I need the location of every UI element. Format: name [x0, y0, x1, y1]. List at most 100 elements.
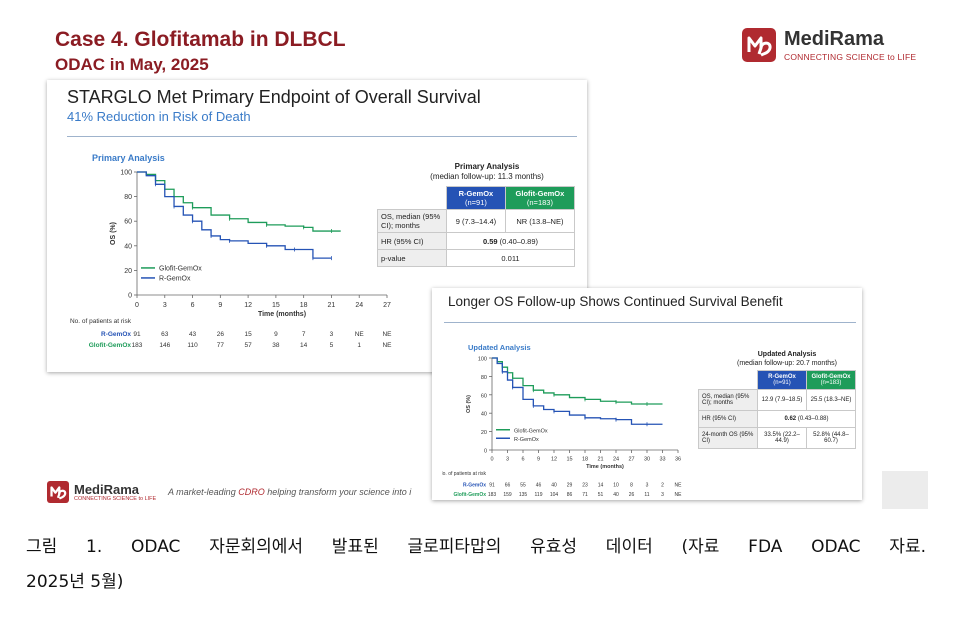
- x-tick-label: 24: [613, 457, 619, 463]
- x-tick-label: 30: [644, 457, 650, 463]
- risk-count: NE: [675, 492, 683, 498]
- risk-count: NE: [355, 331, 365, 338]
- x-tick-label: 15: [566, 457, 572, 463]
- x-tick-label: 3: [163, 302, 167, 309]
- risk-count: 146: [159, 342, 170, 349]
- table2-subtitle: (median follow-up: 20.7 months): [737, 360, 837, 367]
- x-tick-label: 0: [490, 457, 493, 463]
- risk-count: NE: [382, 331, 392, 338]
- row-24m-os-label: 24-month OS (95% CI): [698, 427, 758, 449]
- y-tick-label: 80: [481, 375, 487, 381]
- risk-count: 57: [244, 342, 252, 349]
- y-axis-label: OS (%): [110, 222, 117, 245]
- legend-label: R-GemOx: [159, 275, 191, 282]
- table2-title: Updated Analysis: [757, 351, 817, 358]
- row-os-median-rgemox: 9 (7.3–14.4): [446, 209, 506, 233]
- row-hr-value: 0.59 (0.40–0.89): [446, 232, 575, 250]
- y-tick-label: 100: [120, 170, 132, 177]
- y-tick-label: 100: [478, 357, 487, 363]
- case-subtitle: ODAC in May, 2025: [55, 55, 209, 74]
- slide1-subtitle: 41% Reduction in Risk of Death: [67, 109, 251, 124]
- y-tick-label: 20: [124, 268, 132, 275]
- risk-count: 15: [244, 331, 252, 338]
- risk-count: 23: [582, 483, 588, 489]
- y-axis-label: OS (%): [466, 395, 472, 413]
- risk-table-header: No. of patients at risk: [442, 471, 486, 477]
- risk-count: 91: [489, 483, 495, 489]
- row-24m-os-glofit: 52.8% (44.8–60.7): [806, 427, 856, 449]
- row-os-median-glofit: 25.5 (18.3–NE): [806, 389, 856, 411]
- risk-count: 3: [330, 331, 334, 338]
- updated-results-table: R-GemOx (n=91) Glofit-GemOx (n=183) OS, me…: [698, 370, 856, 449]
- risk-count: 10: [613, 483, 619, 489]
- divider: [67, 136, 577, 137]
- y-tick-label: 60: [481, 393, 487, 399]
- row-os-median-label: OS, median (95% CI); months: [698, 389, 758, 411]
- x-tick-label: 6: [521, 457, 524, 463]
- logo-tagline: CONNECTING SCIENCE to LIFE: [784, 51, 917, 62]
- x-tick-label: 21: [597, 457, 603, 463]
- risk-count: 38: [272, 342, 280, 349]
- x-tick-label: 12: [244, 302, 252, 309]
- medirama-logo-icon: [47, 481, 69, 503]
- series-line-r-gemox: [492, 357, 663, 425]
- figure-caption-line1: 그림 1. ODAC 자문회의에서 발표된 글로피타맙의 유효성 데이터 (자료…: [26, 537, 926, 557]
- footer-logo-name: MediRama: [74, 481, 140, 497]
- slide-area: Case 4. Glofitamab in DLBCL ODAC in May,…: [47, 27, 928, 509]
- risk-row-label: Glofit-GemOx: [453, 492, 486, 498]
- risk-count: 66: [505, 483, 511, 489]
- risk-count: 77: [217, 342, 225, 349]
- x-tick-label: 24: [355, 302, 363, 309]
- y-tick-label: 80: [124, 194, 132, 201]
- divider: [444, 322, 856, 323]
- slide1-title: STARGLO Met Primary Endpoint of Overall …: [67, 87, 481, 107]
- primary-results-table: R-GemOx (n=91) Glofit-GemOx (n=183) OS, me…: [377, 186, 576, 267]
- risk-count: NE: [382, 342, 392, 349]
- col-glofit: Glofit-GemOx (n=183): [806, 370, 856, 390]
- series-line-r-gemox: [137, 171, 332, 259]
- risk-count: 40: [551, 483, 557, 489]
- risk-count: 51: [598, 492, 604, 498]
- risk-count: 11: [644, 492, 649, 498]
- risk-row-label: R-GemOx: [101, 331, 131, 338]
- x-tick-label: 27: [383, 302, 391, 309]
- row-hr-value: 0.62 (0.43–0.88): [757, 410, 856, 428]
- row-os-median-glofit: NR (13.8–NE): [504, 209, 576, 233]
- risk-count: 9: [274, 331, 278, 338]
- logo-name: MediRama: [784, 27, 885, 50]
- risk-count: 110: [187, 342, 198, 349]
- risk-count: 40: [613, 492, 619, 498]
- table1-subtitle: (median follow-up: 11.3 months): [430, 172, 544, 181]
- x-tick-label: 3: [506, 457, 509, 463]
- risk-count: 86: [567, 492, 573, 498]
- y-tick-label: 60: [124, 219, 132, 226]
- x-tick-label: 33: [659, 457, 665, 463]
- col-rgemox: R-GemOx (n=91): [757, 370, 807, 390]
- x-tick-label: 18: [582, 457, 588, 463]
- col-rgemox: R-GemOx (n=91): [446, 186, 506, 210]
- primary-analysis-slide: STARGLO Met Primary Endpoint of Overall …: [47, 80, 587, 372]
- table1-title: Primary Analysis: [454, 162, 520, 171]
- x-axis-label: Time (months): [258, 311, 306, 318]
- legend-label: Glofit-GemOx: [159, 265, 202, 272]
- risk-count: 2: [661, 483, 664, 489]
- risk-count: 91: [133, 331, 141, 338]
- risk-count: 71: [582, 492, 588, 498]
- risk-count: 183: [132, 342, 143, 349]
- chart2-label: Updated Analysis: [468, 343, 531, 352]
- row-os-median-label: OS, median (95% CI); months: [377, 209, 447, 233]
- x-tick-label: 21: [328, 302, 336, 309]
- risk-count: 119: [535, 492, 543, 498]
- risk-count: 7: [302, 331, 306, 338]
- x-tick-label: 36: [675, 457, 681, 463]
- risk-count: 43: [189, 331, 197, 338]
- x-tick-label: 18: [300, 302, 308, 309]
- updated-analysis-slide: Longer OS Follow-up Shows Continued Surv…: [432, 288, 862, 500]
- y-tick-label: 0: [128, 293, 132, 300]
- row-hr-label: HR (95% CI): [377, 232, 447, 250]
- risk-count: 63: [161, 331, 169, 338]
- figure-caption-line2: 2025년 5월): [26, 572, 124, 592]
- risk-count: 135: [519, 492, 528, 498]
